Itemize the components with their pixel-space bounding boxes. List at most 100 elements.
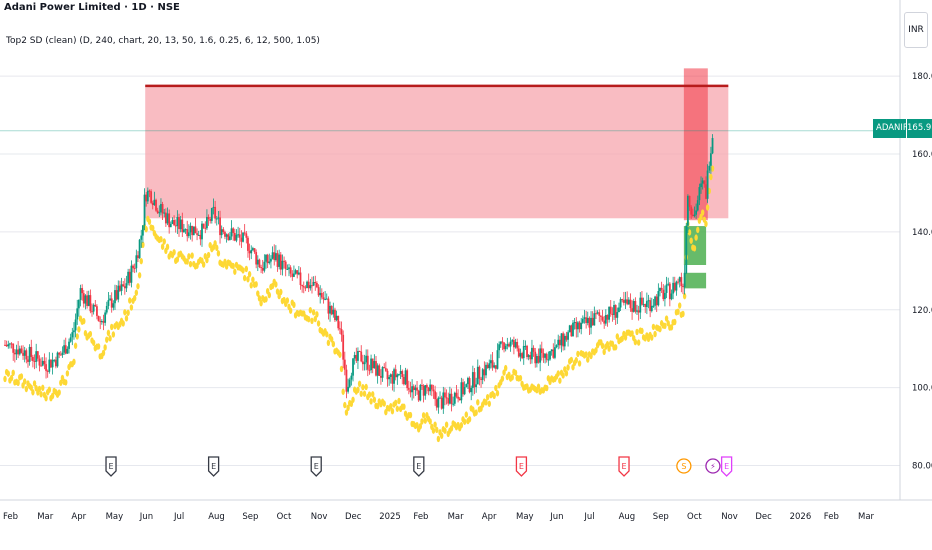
- candle-body: [427, 387, 430, 392]
- event-marker-earnings[interactable]: E: [413, 456, 425, 477]
- lower-band-dot: [357, 380, 362, 388]
- event-marker-earnings-future[interactable]: E: [720, 456, 733, 477]
- candle-body: [187, 232, 190, 237]
- candle-body: [373, 361, 376, 369]
- lower-band-dot: [160, 243, 165, 250]
- candle-body: [230, 228, 233, 237]
- candle-body: [41, 360, 44, 366]
- candle-body: [4, 344, 6, 346]
- indicator-label[interactable]: Top2 SD (clean) (D, 240, chart, 20, 13, …: [4, 36, 322, 46]
- candle-body: [348, 379, 351, 387]
- lower-band-dot: [75, 333, 79, 340]
- lower-band-dot: [677, 302, 682, 309]
- candle-body: [233, 232, 236, 241]
- candle-body: [63, 345, 65, 353]
- lower-band-dot: [467, 416, 472, 423]
- candle-body: [50, 359, 52, 368]
- event-marker-layer[interactable]: E E E E E E S ⚡ E: [105, 456, 733, 477]
- candle-body: [363, 362, 366, 365]
- candle-body: [296, 270, 299, 275]
- candle-body: [92, 304, 95, 312]
- lower-band-dot: [313, 315, 317, 323]
- candle-body: [465, 384, 468, 387]
- candle-body: [668, 283, 671, 300]
- lower-band-dot: [19, 373, 24, 380]
- event-marker-earnings[interactable]: E: [310, 456, 322, 477]
- candle-body: [271, 252, 274, 259]
- lower-band-dot: [577, 360, 582, 367]
- event-marker-split[interactable]: S: [676, 458, 692, 474]
- candle-body: [105, 305, 108, 313]
- candle-body: [554, 347, 556, 358]
- marker-label: E: [519, 462, 524, 471]
- candle-body: [468, 378, 471, 393]
- candle-body: [618, 307, 620, 313]
- candle-body: [107, 300, 110, 306]
- candle-body: [537, 355, 540, 363]
- lower-band-dot: [32, 380, 37, 387]
- candle-body: [398, 373, 400, 375]
- event-marker-news[interactable]: ⚡: [705, 458, 721, 474]
- candle-body: [526, 345, 528, 358]
- lower-band-dot: [331, 340, 336, 348]
- currency-button[interactable]: INR: [904, 12, 928, 48]
- candle-body: [378, 365, 381, 376]
- lower-band-dot: [692, 245, 697, 252]
- x-tick-label: Jul: [173, 512, 184, 522]
- candle-body: [158, 212, 161, 214]
- x-tick-label: Nov: [721, 512, 738, 522]
- candle-body: [384, 368, 387, 371]
- candle-body: [588, 317, 591, 328]
- candle-body: [501, 341, 504, 343]
- candle-body: [547, 359, 550, 361]
- lower-band-dot: [329, 336, 334, 343]
- candle-body: [366, 355, 369, 370]
- lower-band-dot: [175, 256, 180, 263]
- candle-body: [27, 359, 29, 362]
- candle-body: [614, 305, 617, 318]
- candle-body: [401, 371, 404, 377]
- candle-body: [555, 345, 558, 348]
- lower-band-dot: [11, 369, 15, 377]
- candle-body: [51, 359, 54, 368]
- candle-body: [439, 397, 441, 399]
- candle-body: [429, 384, 432, 392]
- candle-body: [312, 281, 315, 286]
- x-tick-label: May: [516, 512, 534, 522]
- event-marker-earnings-future-red[interactable]: E: [515, 456, 528, 477]
- lower-band-dot: [687, 229, 692, 236]
- lower-band-dot: [633, 338, 638, 346]
- candle-body: [419, 385, 422, 401]
- candle-body: [595, 313, 597, 315]
- candle-body: [102, 321, 105, 323]
- candle-body: [678, 277, 681, 282]
- candle-body: [330, 305, 333, 315]
- lower-band-dot: [589, 352, 593, 360]
- candle-body: [621, 299, 624, 301]
- candle-body: [178, 217, 180, 230]
- candle-body: [708, 165, 711, 171]
- lower-band-dot: [201, 261, 206, 268]
- candle-body: [112, 303, 115, 308]
- candle-body: [40, 365, 43, 367]
- candle-body: [273, 252, 276, 261]
- lower-band-dot: [705, 204, 710, 211]
- candle-body: [586, 317, 589, 323]
- candle-body: [35, 351, 38, 362]
- event-marker-earnings-future-red[interactable]: E: [618, 456, 630, 477]
- candle-body: [100, 321, 103, 323]
- event-marker-earnings[interactable]: E: [207, 456, 220, 477]
- lower-band-dot: [16, 379, 20, 387]
- candle-body: [128, 271, 131, 283]
- lower-band-dot: [267, 291, 271, 299]
- candle-body: [77, 299, 80, 309]
- candle-body: [33, 360, 36, 362]
- lower-band-dot: [59, 379, 63, 386]
- candle-body: [196, 233, 198, 235]
- axis-layer[interactable]: 180.00 160.00 140.00 120.00 100.00 80.00 Feb Ma…: [3, 72, 932, 522]
- event-marker-earnings[interactable]: E: [105, 456, 117, 477]
- lower-band-dot: [397, 397, 401, 405]
- lower-band-dot: [285, 297, 290, 304]
